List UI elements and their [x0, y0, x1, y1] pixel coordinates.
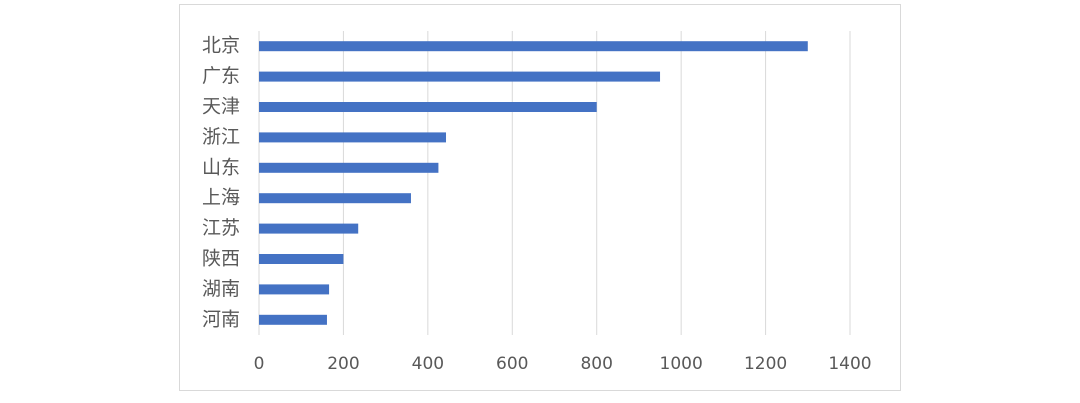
x-tick-label: 800 [580, 354, 612, 374]
y-tick-label: 山东 [202, 156, 240, 178]
y-tick-label: 广东 [202, 65, 240, 87]
bar [259, 102, 597, 112]
x-tick-label: 1000 [660, 354, 703, 374]
bar [259, 223, 359, 234]
bar [259, 193, 411, 204]
y-tick-label: 河南 [202, 308, 240, 330]
y-tick-label: 北京 [202, 35, 240, 57]
bar [259, 284, 330, 295]
bar [259, 71, 661, 82]
bar [259, 41, 808, 52]
bar [259, 254, 344, 264]
bar [259, 162, 439, 173]
y-tick-label: 陕西 [202, 248, 240, 270]
y-tick-label: 湖南 [202, 278, 240, 300]
y-tick-label: 江苏 [202, 217, 240, 239]
bar [259, 314, 327, 325]
x-tick-label: 200 [327, 354, 359, 374]
x-tick-label: 0 [254, 354, 265, 374]
y-tick-label: 浙江 [202, 126, 240, 148]
y-tick-label: 上海 [202, 187, 240, 209]
bar [259, 132, 447, 143]
x-tick-label: 400 [412, 354, 444, 374]
y-tick-label: 天津 [202, 96, 240, 118]
x-tick-label: 1200 [744, 354, 787, 374]
x-tick-label: 600 [496, 354, 528, 374]
x-tick-label: 1400 [828, 354, 871, 374]
